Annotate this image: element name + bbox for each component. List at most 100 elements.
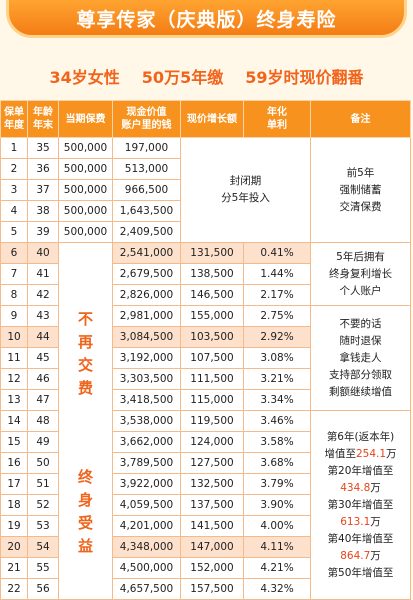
cash-value-cell: 513,000: [112, 158, 181, 180]
remark-line: 864.7万: [312, 548, 410, 565]
remark-line: 5年后拥有: [312, 249, 410, 266]
age-cell: 39: [27, 221, 59, 243]
growth-cell: 111,500: [180, 368, 244, 390]
remark-line: 交清保费: [312, 199, 410, 216]
age-cell: 35: [27, 137, 59, 159]
year-cell: 21: [0, 557, 28, 579]
age-cell: 49: [27, 431, 59, 453]
note-line: 分5年投入: [221, 192, 270, 204]
cash-value-cell: 3,418,500: [112, 389, 181, 411]
age-cell: 43: [27, 305, 59, 327]
remark-text: 5年后拥有: [336, 250, 385, 263]
age-cell: 45: [27, 347, 59, 369]
highlight: 50万5年缴: [141, 68, 224, 87]
growth-cell: 127,500: [180, 452, 244, 474]
header-line: 保单: [4, 107, 24, 118]
remark-text: 强制储蓄: [339, 183, 382, 196]
rate-cell: 3.68%: [243, 452, 311, 474]
premium-cell: 500,000: [58, 179, 113, 201]
header-line: 当期保费: [65, 113, 106, 125]
cash-value-cell: 2,826,000: [112, 284, 181, 306]
age-cell: 36: [27, 158, 59, 180]
closed-period: 封闭期 分5年投入: [180, 137, 311, 243]
premium-cell: 500,000: [58, 158, 113, 180]
growth-cell: 131,500: [180, 242, 244, 264]
rate-cell: 2.92%: [243, 326, 311, 348]
cash-value-cell: 197,000: [112, 137, 181, 159]
age-cell: 56: [27, 578, 59, 600]
table-row: 21 55 4,500,000 152,000 4.21%: [0, 557, 411, 579]
year-cell: 20: [0, 536, 28, 558]
remark-line: 剩额继续增值: [312, 384, 410, 401]
rate-cell: 4.21%: [243, 557, 311, 579]
rate-cell: 2.75%: [243, 305, 311, 327]
table-row: 10 44 3,084,500 103,500 2.92%: [0, 326, 411, 348]
remark-text: 交清保费: [339, 200, 382, 213]
header-line: 现金价值: [126, 107, 167, 118]
remark-highlight: 864.7: [340, 549, 371, 562]
column-header: 当期保费: [58, 100, 113, 138]
remark-line: 支持部分领取: [312, 367, 410, 384]
header-line: 备注: [350, 113, 371, 125]
remark-text: 第30年增值至: [327, 498, 394, 511]
remark-line: 第40年增值至: [312, 531, 410, 548]
table-row: 3 37 500,000 966,500: [0, 179, 411, 201]
title-banner: 尊享传家（庆典版）终身寿险: [6, 0, 407, 38]
age-cell: 37: [27, 179, 59, 201]
cash-value-cell: 2,409,500: [112, 221, 181, 243]
growth-cell: 132,500: [180, 473, 244, 495]
growth-cell: 155,000: [180, 305, 244, 327]
table-row: 11 45 3,192,000 107,500 3.08%: [0, 347, 411, 369]
premium-cell: 500,000: [58, 200, 113, 222]
age-cell: 40: [27, 242, 59, 264]
remark: 不要的话 随时退保 拿钱走人 支持部分领取 剩额继续增值: [310, 305, 411, 411]
age-cell: 41: [27, 263, 59, 285]
growth-cell: 138,500: [180, 263, 244, 285]
year-cell: 3: [0, 179, 28, 201]
remark: 5年后拥有 终身复利增长 个人账户: [310, 242, 411, 306]
table-row: 17 51 3,922,000 132,500 3.79%: [0, 473, 411, 495]
year-cell: 18: [0, 494, 28, 516]
rate-cell: 3.79%: [243, 473, 311, 495]
growth-cell: 103,500: [180, 326, 244, 348]
remark-line: 强制储蓄: [312, 182, 410, 199]
column-header: 保单 年度: [0, 100, 28, 138]
header-line: 年末: [33, 120, 53, 131]
remark-line: 个人账户: [312, 283, 410, 300]
premium-note: 不再交费 终身受益: [58, 242, 113, 600]
remark-line: 拿钱走人: [312, 350, 410, 367]
year-cell: 5: [0, 221, 28, 243]
year-cell: 2: [0, 158, 28, 180]
table-row: 16 50 3,789,500 127,500 3.68%: [0, 452, 411, 474]
rate-cell: 3.34%: [243, 389, 311, 411]
remark-text: 万: [370, 549, 381, 562]
remark-text: 万: [370, 515, 381, 528]
cash-value-cell: 3,789,500: [112, 452, 181, 474]
cash-value-cell: 3,922,000: [112, 473, 181, 495]
premium-cell: 500,000: [58, 221, 113, 243]
year-cell: 4: [0, 200, 28, 222]
header-line: 年化: [267, 107, 287, 118]
growth-cell: 152,000: [180, 557, 244, 579]
rate-cell: 4.00%: [243, 515, 311, 537]
remark-line: 增值至254.1万: [312, 446, 410, 463]
cash-value-cell: 2,679,500: [112, 263, 181, 285]
cash-value-cell: 966,500: [112, 179, 181, 201]
growth-cell: 124,000: [180, 431, 244, 453]
age-cell: 42: [27, 284, 59, 306]
remark-line: 第50年增值至: [312, 565, 410, 582]
cash-value-cell: 3,192,000: [112, 347, 181, 369]
table-row: 14 48 3,538,000 119,500 3.46% 第6年(返本年) 增值至254.…: [0, 410, 411, 600]
rate-cell: 4.11%: [243, 536, 311, 558]
year-cell: 9: [0, 305, 28, 327]
column-header: 年化 单利: [243, 100, 311, 138]
table-row: 15 49 3,662,000 124,000 3.58%: [0, 431, 411, 453]
premium-note-text: 不再交费: [76, 310, 94, 403]
growth-cell: 137,500: [180, 494, 244, 516]
age-cell: 44: [27, 326, 59, 348]
year-cell: 11: [0, 347, 28, 369]
growth-cell: 115,000: [180, 389, 244, 411]
year-cell: 15: [0, 431, 28, 453]
remark-text: 不要的话: [339, 317, 382, 330]
